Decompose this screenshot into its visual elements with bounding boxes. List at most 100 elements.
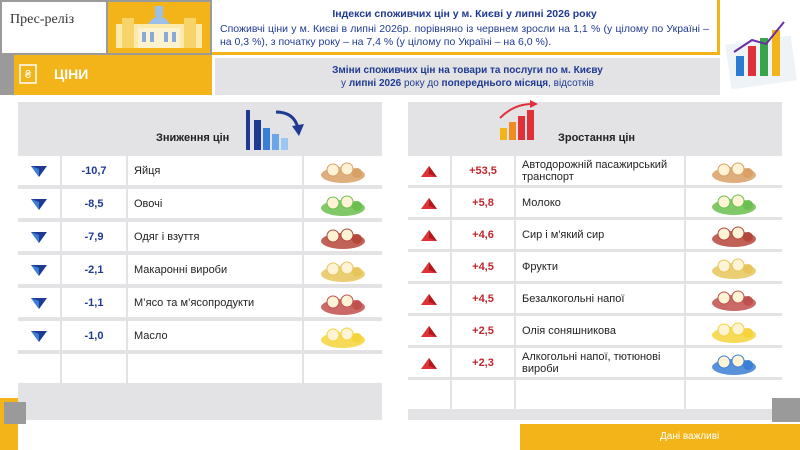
section-icon: ₴ [19, 64, 37, 84]
value: +4,5 [452, 284, 514, 313]
price-row: -1,1 М’ясо та м’ясопродукти [18, 288, 382, 317]
up-arrow [421, 165, 437, 177]
item-picture [321, 162, 365, 183]
item-image [686, 316, 782, 345]
price-row: +2,3 Алкогольні напої, тютюнові вироби [408, 348, 782, 377]
item-name: Яйця [128, 156, 302, 185]
press-label: Прес-реліз [10, 12, 75, 27]
item-picture [321, 327, 365, 348]
arrow-cell [18, 288, 60, 317]
value: +2,3 [452, 348, 514, 377]
down-arrow [31, 231, 47, 243]
item-picture [712, 258, 756, 279]
subtitle-part: у [341, 78, 349, 89]
empty-cell [686, 380, 782, 409]
header-box: Індекси споживчих цін у м. Києві у липні… [212, 0, 720, 55]
item-name: Молоко [516, 188, 684, 217]
subtitle-line: Зміни споживчих цін на товари та послуги… [332, 65, 603, 76]
panel-icon [246, 110, 304, 150]
down-arrow [31, 330, 47, 342]
arrow-cell [408, 284, 450, 313]
item-picture [321, 261, 365, 282]
item-name: Алкогольні напої, тютюнові вироби [516, 348, 684, 377]
item-picture [321, 294, 365, 315]
item-name: Автодорожній пасажирський транспорт [516, 156, 684, 185]
arrow-cell [18, 156, 60, 185]
item-image [304, 255, 382, 284]
arrow-cell [408, 316, 450, 345]
item-image [686, 188, 782, 217]
arrow-cell [18, 222, 60, 251]
item-image [304, 321, 382, 350]
up-arrow [421, 357, 437, 369]
panel-title: Зниження цін [156, 132, 230, 144]
header-text: Споживчі ціни у м. Києві в липні 2026р. … [220, 23, 709, 48]
value: -1,0 [62, 321, 126, 350]
value: +2,5 [452, 316, 514, 345]
value: +5,8 [452, 188, 514, 217]
arrow-cell [408, 348, 450, 377]
subtitle-line: у липні 2026 року до попереднього місяця… [215, 77, 720, 90]
value: +4,6 [452, 220, 514, 249]
increase-panel: Зростання цін +53,5 Автодорожній пасажирсь… [408, 100, 782, 420]
item-name: Олія соняшникова [516, 316, 684, 345]
value: +53,5 [452, 156, 514, 185]
arrow-cell [18, 255, 60, 284]
empty-cell [516, 380, 684, 409]
panel-title: Зростання цін [558, 132, 636, 144]
empty-cell [452, 380, 514, 409]
svg-text:₴: ₴ [25, 69, 32, 81]
price-row: -8,5 Овочі [18, 189, 382, 218]
side-strip [0, 55, 14, 95]
price-row: +4,6 Сир і м'який сир [408, 220, 782, 249]
item-image [686, 348, 782, 377]
section-label: ЦІНИ [54, 66, 89, 82]
arrow-cell [18, 189, 60, 218]
item-name: Овочі [128, 189, 302, 218]
value: -1,1 [62, 288, 126, 317]
arrow-cell [408, 156, 450, 185]
subtitle-part: року до [401, 78, 442, 89]
empty-cell [408, 380, 450, 409]
price-row: -10,7 Яйця [18, 156, 382, 185]
item-image [686, 284, 782, 313]
price-row: +53,5 Автодорожній пасажирський транспорт [408, 156, 782, 185]
price-row: +2,5 Олія соняшникова [408, 316, 782, 345]
item-image [686, 252, 782, 281]
up-arrow [421, 197, 437, 209]
empty-cell [62, 354, 126, 383]
item-name: М’ясо та м’ясопродукти [128, 288, 302, 317]
down-arrow [31, 165, 47, 177]
subtitle-box: Зміни споживчих цін на товари та послуги… [215, 58, 720, 95]
price-row: +4,5 Безалкогольні напої [408, 284, 782, 313]
footer-bar: Дані важливі [520, 424, 800, 450]
item-image [304, 189, 382, 218]
item-image [304, 156, 382, 185]
up-arrow [421, 325, 437, 337]
decrease-panel: Зниження цін -10,7 Яйця -8,5 Овочі -7,9 Одяг і… [18, 102, 382, 420]
empty-row [18, 354, 382, 383]
item-name: Масло [128, 321, 302, 350]
item-image [686, 156, 782, 185]
corner [772, 398, 800, 422]
item-name: Одяг і взуття [128, 222, 302, 251]
down-arrow [31, 297, 47, 309]
item-picture [321, 228, 365, 249]
price-row: -2,1 Макаронні вироби [18, 255, 382, 284]
item-picture [712, 322, 756, 343]
price-row: -7,9 Одяг і взуття [18, 222, 382, 251]
section-box: ₴ ЦІНИ [14, 55, 212, 95]
value: -2,1 [62, 255, 126, 284]
arrow-cell [408, 252, 450, 281]
arrow-cell [18, 321, 60, 350]
up-arrow [421, 229, 437, 241]
corner [4, 402, 26, 424]
value: -8,5 [62, 189, 126, 218]
value: -7,9 [62, 222, 126, 251]
price-row: -1,0 Масло [18, 321, 382, 350]
item-image [304, 288, 382, 317]
subtitle-part: , відсотків [548, 78, 594, 89]
item-name: Сир і м'який сир [516, 220, 684, 249]
up-arrow [421, 261, 437, 273]
chart-icon [725, 21, 797, 90]
